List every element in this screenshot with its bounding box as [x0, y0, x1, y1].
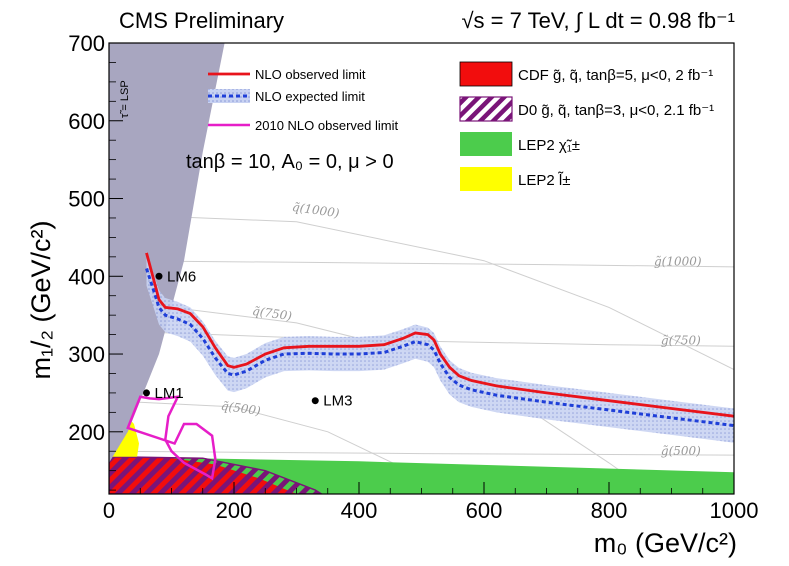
mass-contour-label: g̃(750): [661, 334, 701, 348]
legend-cdf-swatch: [459, 61, 513, 87]
plot-area: q̃(1000) g̃(1000) q̃(750) g̃(750) q̃(500) g̃(…: [109, 43, 734, 494]
legend-lep-slepton-swatch: [460, 167, 512, 191]
legend-d0-label: D0 g̃, q̃, tanβ=3, μ<0, 2.1 fb⁻¹: [518, 102, 714, 119]
expected-limit-line: [145, 268, 734, 428]
header-left: CMS Preliminary: [119, 8, 284, 33]
legend-lep-chargino-swatch: [460, 132, 512, 156]
y-tick-label: 200: [68, 420, 105, 445]
mass-contour-label: g̃(1000): [654, 254, 702, 268]
y-tick-label: 700: [68, 31, 105, 56]
mass-contour-line: [109, 260, 734, 268]
legend-expected-label: NLO expected limit: [255, 89, 365, 104]
stau-lsp-region: [109, 43, 225, 463]
benchmark-marker: [155, 272, 163, 280]
mass-contour-label: g̃(500): [661, 444, 701, 458]
expected-limit-band: [146, 251, 734, 443]
legend-lep-slepton-label: LEP2 l̃±: [518, 171, 570, 189]
y-tick-label: 300: [68, 342, 105, 367]
y-tick-label: 500: [68, 187, 105, 212]
benchmark-label: LM3: [323, 393, 352, 410]
x-tick-label: 800: [591, 498, 628, 523]
x-tick-label: 0: [103, 498, 115, 523]
mass-contour-label: q̃(750): [251, 304, 293, 323]
legend-2010-label: 2010 NLO observed limit: [255, 118, 398, 133]
stau-lsp-label: τ̃ = LSP: [119, 80, 131, 118]
legend-observed-label: NLO observed limit: [255, 67, 366, 82]
benchmark-points: LM6 LM1 LM3: [143, 268, 352, 410]
legend-regions: CDF g̃, q̃, tanβ=5, μ<0, 2 fb⁻¹ D0 g̃, q…: [459, 61, 714, 191]
model-parameters: tanβ = 10, A₀ = 0, μ > 0: [186, 151, 394, 173]
x-tick-label: 600: [466, 498, 503, 523]
x-axis-label: m₀ (GeV/c²): [594, 528, 737, 558]
x-tick-label: 200: [216, 498, 253, 523]
2010-observed-limit-line: [126, 395, 217, 481]
header-right: √s = 7 TeV, ∫ L dt = 0.98 fb⁻¹: [461, 8, 735, 33]
benchmark-label: LM6: [167, 268, 196, 285]
legend-lines: NLO observed limit NLO expected limit 20…: [208, 67, 398, 133]
legend-cdf-label: CDF g̃, q̃, tanβ=5, μ<0, 2 fb⁻¹: [518, 67, 713, 84]
mass-contour-line: [109, 330, 734, 347]
axis-ticks: 0 200 400 600 800 1000 200 300 400 500 600 700: [68, 31, 758, 523]
x-tick-label: 400: [341, 498, 378, 523]
y-tick-label: 600: [68, 109, 105, 134]
d0-region: [109, 455, 323, 494]
observed-limit-line: [145, 252, 734, 418]
x-tick-label: 1000: [710, 498, 759, 523]
benchmark-label: LM1: [155, 385, 184, 402]
benchmark-marker: [143, 389, 150, 397]
mass-contour-label: q̃(500): [220, 399, 262, 418]
legend-lep-chargino-label: LEP2 χ̃₁±: [518, 137, 580, 154]
mass-contour-line: [109, 213, 734, 371]
mass-contour-line: [109, 450, 734, 456]
benchmark-marker: [311, 397, 319, 405]
legend-d0-swatch: [459, 96, 513, 122]
mass-contour-label: q̃(1000): [291, 200, 340, 221]
y-axis-label: m₁/₂ (GeV/c²): [26, 220, 56, 379]
y-tick-label: 400: [68, 264, 105, 289]
